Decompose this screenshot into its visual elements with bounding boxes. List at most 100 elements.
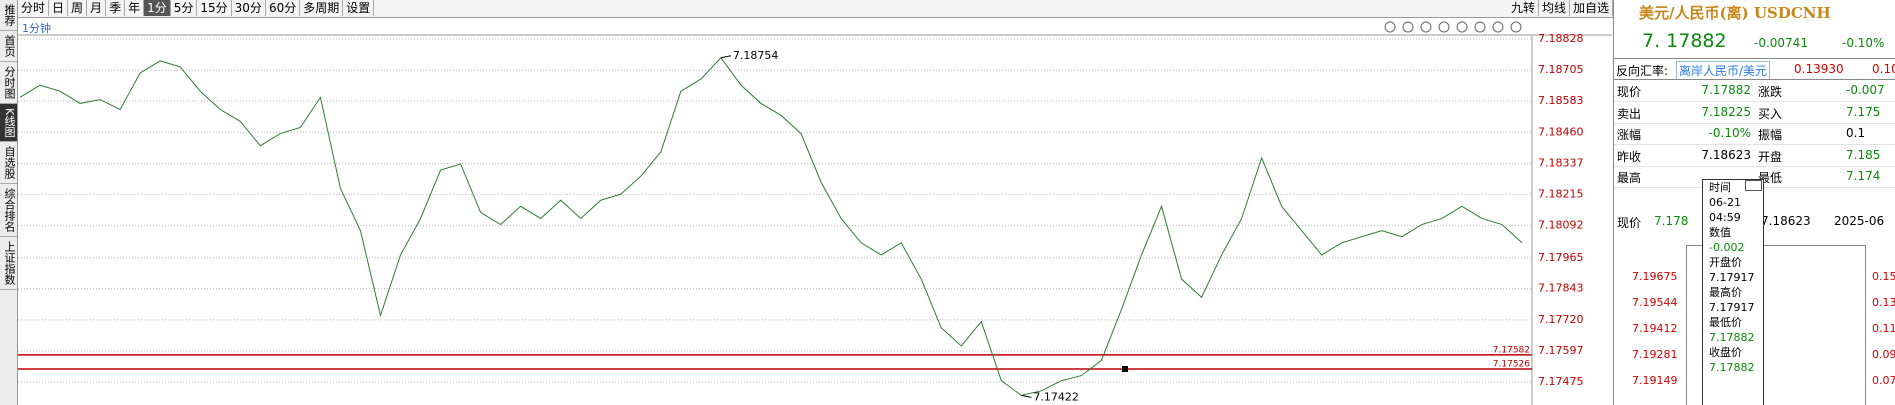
sidebar-item[interactable]: 推荐 xyxy=(0,0,17,31)
quote-row: 涨幅 -0.10% 振幅 0.1 xyxy=(1614,123,1895,145)
period-button[interactable]: 分时 xyxy=(18,0,50,16)
toolbar-icon[interactable] xyxy=(1384,21,1396,33)
row-label: 买入 xyxy=(1758,106,1783,121)
quote-row: 现价 7.17882 涨跌 -0.007 xyxy=(1614,80,1895,102)
toolbar-icon[interactable] xyxy=(1420,21,1432,33)
toolbar-icon[interactable] xyxy=(1438,21,1450,33)
mini-y-label: 7.19675 xyxy=(1632,270,1678,283)
sidebar-item[interactable]: K线图 xyxy=(0,104,17,143)
reverse-label: 反向汇率: xyxy=(1616,64,1669,78)
y-tick-label: 7.18460 xyxy=(1538,125,1584,138)
tooltip-line: 04:59 xyxy=(1709,211,1741,224)
y-tick-label: 7.17843 xyxy=(1538,282,1584,295)
period-button[interactable]: 季 xyxy=(106,0,126,16)
period-button[interactable]: 年 xyxy=(125,0,145,16)
period-button[interactable]: 15分 xyxy=(197,0,232,16)
sidebar-item[interactable]: 综合排名 xyxy=(0,184,17,238)
period-button[interactable]: 周 xyxy=(68,0,88,16)
quote-change: -0.00741 xyxy=(1754,36,1808,50)
row-value: 7.17882 xyxy=(1701,83,1751,97)
mini-y2-label: 0.15 xyxy=(1872,270,1895,283)
mini-y-label: 7.19281 xyxy=(1632,348,1678,361)
toolbar-icon[interactable] xyxy=(1474,21,1486,33)
sidebar-item[interactable]: 上证指数 xyxy=(0,237,17,291)
tooltip-close[interactable] xyxy=(1745,180,1762,191)
y-tick-label: 7.17475 xyxy=(1538,375,1584,388)
period-button[interactable]: 1分 xyxy=(144,0,171,16)
period-button[interactable]: 60分 xyxy=(266,0,301,16)
tooltip-line: 时间 xyxy=(1709,181,1731,194)
sidebar-item[interactable]: 自选股 xyxy=(0,142,17,185)
max-pointer xyxy=(720,55,732,59)
cursor-marker xyxy=(1122,366,1128,373)
period-button[interactable]: 设置 xyxy=(343,0,375,16)
mini-y2-label: 0.09 xyxy=(1872,348,1895,361)
quote-title: 美元/人民币(离) USDCNH xyxy=(1639,4,1831,22)
period-button[interactable]: 多周期 xyxy=(300,0,344,16)
reverse-price: 0.13930 xyxy=(1794,62,1844,76)
tool-button[interactable]: 加自选 xyxy=(1570,0,1613,16)
y-tick-label: 7.17597 xyxy=(1538,344,1584,357)
row-label: 振幅 xyxy=(1758,128,1783,142)
quote-row: 卖出 7.18225 买入 7.175 xyxy=(1614,102,1895,124)
mini-y-label: 7.19544 xyxy=(1632,296,1678,309)
y-tick-label: 7.17965 xyxy=(1538,251,1584,264)
mini-header: 2025-06 xyxy=(1834,214,1885,228)
toolbar: 分时日周月季年 1分 5分 15分 30分 60分 多周期 设置 九转 均线 加自选 xyxy=(18,0,1613,18)
y-tick-label: 7.18215 xyxy=(1538,187,1584,200)
tool-button[interactable]: 均线 xyxy=(1539,0,1570,16)
toolbar-icon[interactable] xyxy=(1402,21,1414,33)
max-label: 7.18754 xyxy=(733,49,779,62)
y-tick-label: 7.18337 xyxy=(1538,156,1584,169)
sidebar-item[interactable]: 首页 xyxy=(0,31,17,62)
price-line xyxy=(19,57,1523,396)
period-button[interactable]: 日 xyxy=(49,0,69,16)
reverse-change: 0.10 xyxy=(1872,62,1895,76)
tooltip-line: -0.002 xyxy=(1709,241,1745,254)
row-value: -0.10% xyxy=(1708,126,1751,140)
tooltip-line: 7.17917 xyxy=(1709,271,1755,284)
toolbar-icon[interactable] xyxy=(1456,21,1468,33)
period-button[interactable]: 月 xyxy=(87,0,107,16)
row-label: 涨跌 xyxy=(1758,85,1783,99)
tool-buttons: 九转 均线 加自选 xyxy=(1508,0,1613,16)
reference-label: 7.17526 xyxy=(1493,360,1530,370)
y-tick-label: 7.18092 xyxy=(1538,219,1584,232)
mini-y2-label: 0.07 xyxy=(1872,374,1895,387)
row-label: 昨收 xyxy=(1617,149,1642,164)
quote-panel: 美元/人民币(离) USDCNH 7. 17882 -0.00741 -0.10… xyxy=(1613,0,1895,405)
reverse-pair[interactable]: 离岸人民币/美元 xyxy=(1676,61,1771,80)
y-tick-label: 7.18583 xyxy=(1538,94,1584,107)
period-button[interactable]: 30分 xyxy=(232,0,266,16)
chart-label: 1分钟 xyxy=(22,22,51,35)
quote-price: 7. 17882 xyxy=(1642,30,1727,52)
y-tick-label: 7.18828 xyxy=(1538,32,1584,45)
toolbar-icon[interactable] xyxy=(1510,21,1522,33)
tooltip-line: 7.17917 xyxy=(1709,301,1755,314)
tooltip-line: 7.17882 xyxy=(1709,361,1755,374)
row-label: 开盘 xyxy=(1758,149,1783,164)
row-label: 现价 xyxy=(1617,85,1642,99)
tooltip-line: 开盘价 xyxy=(1709,256,1742,269)
period-button[interactable]: 5分 xyxy=(171,0,198,16)
mini-header: 7.18623 xyxy=(1761,214,1811,228)
quote-row: 昨收 7.18623 开盘 7.185 xyxy=(1614,145,1895,167)
row-label: 卖出 xyxy=(1617,106,1642,121)
sidebar-item[interactable]: 分时图 xyxy=(0,62,17,104)
reference-label: 7.17582 xyxy=(1493,345,1530,355)
row-value: 7.174 xyxy=(1846,169,1881,183)
mini-header: 7.178 xyxy=(1654,214,1689,228)
row-value: 7.175 xyxy=(1846,104,1881,119)
tooltip-line: 最高价 xyxy=(1709,286,1742,299)
toolbar-icon[interactable] xyxy=(1492,21,1504,33)
mini-header: 现价 xyxy=(1617,216,1642,230)
row-value: 7.185 xyxy=(1846,147,1881,162)
tooltip-line: 最低价 xyxy=(1709,316,1742,329)
row-value: 0.1 xyxy=(1846,126,1866,140)
row-label: 最低 xyxy=(1758,171,1783,185)
min-pointer xyxy=(1021,394,1032,398)
row-label: 涨幅 xyxy=(1617,128,1642,142)
row-value: 7.18225 xyxy=(1701,104,1751,119)
tool-button[interactable]: 九转 xyxy=(1508,0,1539,16)
